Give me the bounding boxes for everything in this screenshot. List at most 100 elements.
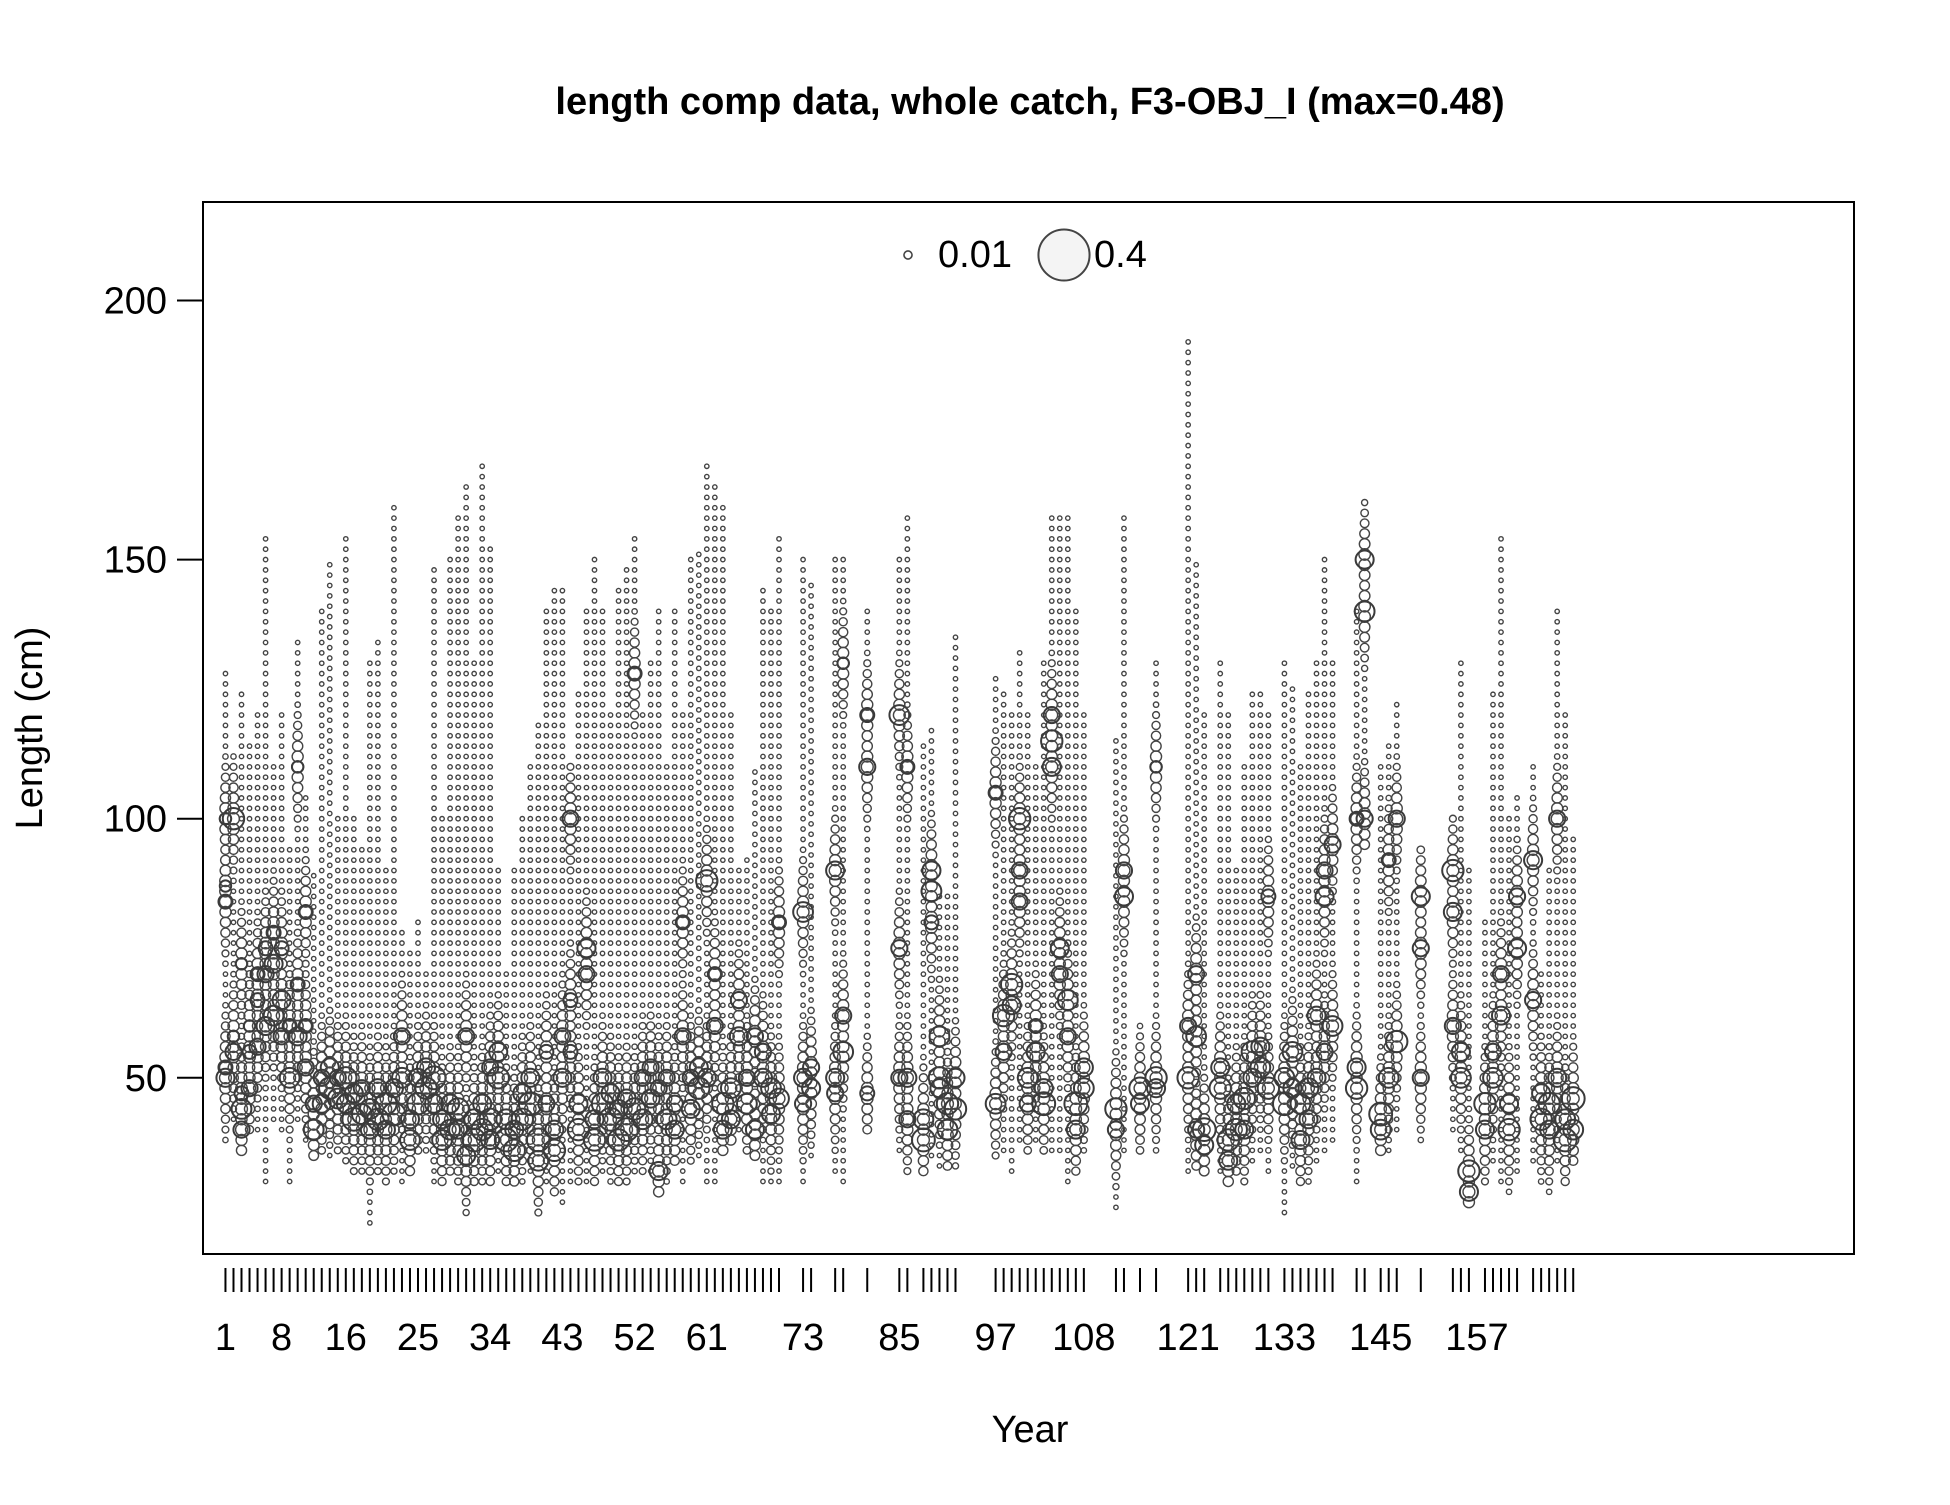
bubble xyxy=(703,546,710,553)
bubble xyxy=(1045,781,1058,794)
bubble xyxy=(234,1102,249,1116)
bubble xyxy=(455,898,462,905)
bubble xyxy=(952,644,959,651)
bubble xyxy=(374,857,381,864)
bubble xyxy=(1056,639,1063,646)
bubble xyxy=(485,1021,495,1031)
bubble xyxy=(1024,753,1031,760)
bubble xyxy=(447,971,453,978)
bubble xyxy=(471,846,478,853)
bubble xyxy=(920,940,927,946)
bubble xyxy=(1063,1084,1072,1093)
bubble xyxy=(431,960,437,967)
bubble xyxy=(334,1012,342,1019)
bubble xyxy=(293,814,302,823)
bubble xyxy=(703,535,710,542)
bubble xyxy=(238,826,245,832)
bubble xyxy=(832,940,839,946)
bubble xyxy=(655,888,662,895)
bubble xyxy=(1021,1071,1035,1085)
bubble xyxy=(719,795,726,801)
bubble xyxy=(246,867,253,874)
bubble xyxy=(644,1060,658,1075)
bubble xyxy=(992,914,999,921)
bubble xyxy=(573,1155,584,1167)
bubble xyxy=(671,753,678,760)
bubble xyxy=(936,945,943,952)
bubble xyxy=(1008,857,1015,864)
bubble xyxy=(711,763,718,770)
bubble xyxy=(266,1008,281,1023)
bubble xyxy=(1153,888,1159,895)
bubble xyxy=(356,1145,367,1156)
bubble xyxy=(551,608,558,615)
bubble xyxy=(671,898,678,905)
bubble xyxy=(350,867,357,874)
bubble xyxy=(1048,1105,1055,1112)
bubble xyxy=(1056,732,1063,739)
bubble xyxy=(687,629,694,636)
bubble xyxy=(1048,867,1055,874)
bubble xyxy=(639,919,646,926)
bubble xyxy=(391,805,397,812)
bubble xyxy=(599,836,606,843)
bubble xyxy=(1121,1095,1127,1102)
bubble xyxy=(479,846,486,853)
bubble xyxy=(243,1103,256,1115)
bubble xyxy=(431,567,437,573)
bubble xyxy=(744,909,750,915)
bubble xyxy=(928,1111,935,1117)
bubble xyxy=(366,919,373,926)
bubble xyxy=(388,1134,400,1146)
bubble xyxy=(254,743,261,750)
bubble xyxy=(655,784,662,791)
bubble xyxy=(1000,898,1007,905)
bubble xyxy=(951,1026,960,1036)
bubble xyxy=(326,820,333,827)
bubble xyxy=(230,898,237,905)
bubble xyxy=(806,1119,817,1130)
bubble xyxy=(262,815,269,822)
bubble xyxy=(992,686,999,693)
bubble xyxy=(591,826,598,832)
bubble xyxy=(447,587,453,594)
bubble xyxy=(478,1042,486,1051)
bubble xyxy=(391,815,397,822)
bubble xyxy=(1056,1105,1063,1112)
bubble xyxy=(934,985,944,995)
bubble xyxy=(901,781,914,794)
bubble xyxy=(797,1041,809,1053)
bubble xyxy=(283,1092,296,1105)
bubble xyxy=(990,746,1001,757)
bubble xyxy=(462,980,471,989)
bubble xyxy=(391,567,397,573)
bubble xyxy=(831,814,840,823)
bubble xyxy=(1113,831,1119,838)
bubble xyxy=(455,795,462,801)
bubble xyxy=(655,1022,663,1030)
year-column xyxy=(470,463,494,1186)
bubble xyxy=(701,844,713,856)
bubble xyxy=(567,1178,574,1185)
bubble xyxy=(832,577,839,584)
bubble xyxy=(591,670,598,677)
bubble xyxy=(623,1002,630,1009)
bubble xyxy=(502,1063,511,1072)
bubble xyxy=(326,914,333,921)
bubble xyxy=(286,898,293,905)
bubble xyxy=(431,743,437,750)
bubble xyxy=(623,1023,630,1029)
bubble xyxy=(655,618,662,625)
bubble xyxy=(899,758,916,775)
bubble xyxy=(262,639,269,646)
bubble xyxy=(565,948,575,958)
bubble xyxy=(701,854,713,866)
bubble xyxy=(463,712,470,718)
bubble xyxy=(902,720,913,731)
bubble xyxy=(1056,577,1063,584)
bubble xyxy=(589,1176,600,1187)
bubble xyxy=(383,909,389,915)
bubble xyxy=(237,1011,246,1020)
bubble xyxy=(840,1157,847,1164)
bubble xyxy=(1064,618,1071,625)
